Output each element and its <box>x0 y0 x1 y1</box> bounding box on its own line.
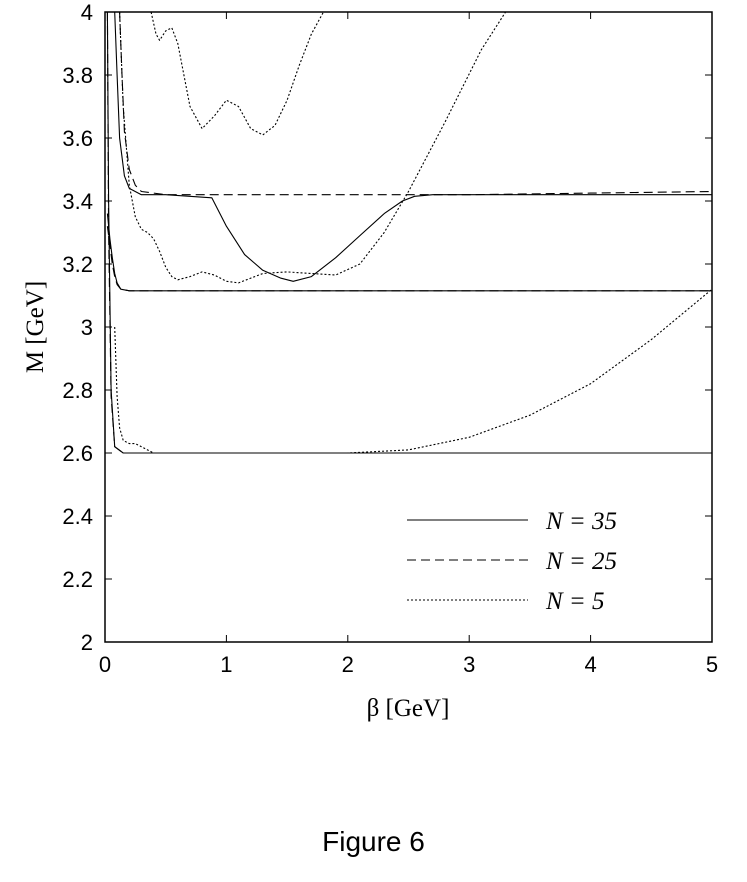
axis-ticks <box>104 11 713 643</box>
legend-label-n-35: N = 35 <box>545 508 617 535</box>
legend-label-n-5: N = 5 <box>545 588 605 615</box>
axis-tick-labels: 0 1 2 3 4 5 2 2.2 2.4 2.6 2.8 3 3.2 3.4 3.6 3.8 4 <box>62 0 718 677</box>
legend-label-n-25: N = 25 <box>545 548 617 575</box>
series-n-35-line-2 <box>106 213 712 292</box>
series-n-35-line-1 <box>106 12 712 454</box>
y-tick-label: 3.6 <box>62 126 93 151</box>
y-tick-label: 2.4 <box>62 504 93 529</box>
x-tick-label: 4 <box>584 652 596 677</box>
series-n-25-line-1 <box>106 12 712 454</box>
y-tick-label: 2.2 <box>62 567 93 592</box>
y-tick-label: 3 <box>81 315 93 340</box>
y-tick-label: 4 <box>81 0 93 25</box>
series-n-5-line-2 <box>119 12 507 284</box>
series-n-5-line-3 <box>150 12 324 136</box>
chart-svg: 0 1 2 3 4 5 2 2.2 2.4 2.6 2.8 3 3.2 3.4 3.6 3.8 4 β [GeV… <box>22 0 718 722</box>
y-tick-label: 3.2 <box>62 252 93 277</box>
legend: N = 35 N = 25 N = 5 <box>407 508 617 615</box>
x-tick-label: 2 <box>342 652 354 677</box>
y-tick-label: 3.4 <box>62 189 93 214</box>
y-tick-label: 2 <box>81 630 93 655</box>
x-axis-label: β [GeV] <box>367 695 450 722</box>
y-axis-label: M [GeV] <box>22 281 49 373</box>
series-n-35-line-3 <box>114 12 712 282</box>
series-n-25-line-3 <box>119 12 712 196</box>
y-tick-label: 2.6 <box>62 441 93 466</box>
y-tick-label: 3.8 <box>62 63 93 88</box>
series-n-5-line-1 <box>114 288 712 454</box>
x-tick-label: 3 <box>463 652 475 677</box>
x-tick-label: 5 <box>706 652 718 677</box>
plot-curves <box>106 12 712 454</box>
series-n-25-line-2 <box>106 226 712 292</box>
plot-frame <box>104 11 713 643</box>
x-tick-label: 0 <box>99 652 111 677</box>
x-tick-label: 1 <box>220 652 232 677</box>
y-tick-label: 2.8 <box>62 378 93 403</box>
figure-caption: Figure 6 <box>322 826 425 857</box>
